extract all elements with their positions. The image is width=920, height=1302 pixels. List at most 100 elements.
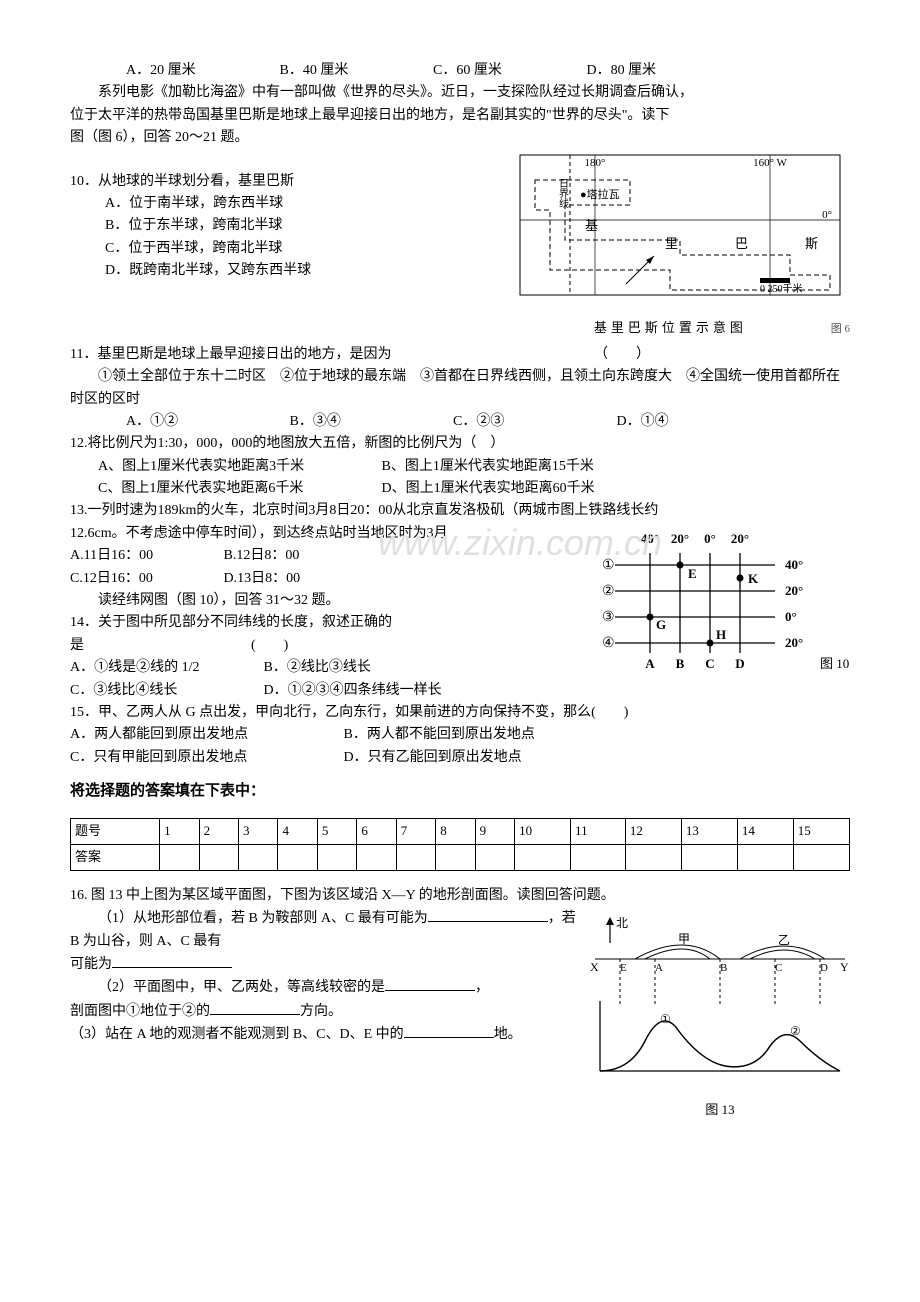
q13-c: C.12日16：00: [70, 568, 220, 590]
fig6-label: 图 6: [831, 321, 850, 339]
q15-row2: C．只有甲能回到原出发地点 D．只有乙能回到原出发地点: [70, 747, 850, 769]
svg-text:③: ③: [602, 610, 615, 625]
q12-d: D、图上1厘米代表实地距离60千米: [382, 481, 595, 496]
hdr-cell: 5: [317, 819, 356, 845]
svg-text:0 250千米: 0 250千米: [760, 282, 803, 295]
hdr-cell: 12: [625, 819, 681, 845]
q11-paren: （ ）: [594, 344, 850, 366]
svg-text:①: ①: [602, 558, 615, 573]
q14-row2: C．③线比④线长 D．①②③④四条纬线一样长: [70, 680, 850, 702]
svg-text:日界线: 日界线: [557, 178, 569, 208]
q13-l1: 13.一列时速为189km的火车，北京时间3月8日20：00从北京直发洛极矶（两…: [70, 500, 850, 522]
svg-text:C: C: [775, 962, 782, 974]
passage1-l1: 系列电影《加勒比海盗》中有一部叫做《世界的尽头》。近日，一支探险队经过长期调查后…: [70, 82, 850, 104]
hdr-cell: 11: [571, 819, 626, 845]
fig10-svg: 40° 20° 0° 20° 40° 20° 0° 20° ① ② ③ ④ A …: [580, 523, 850, 673]
svg-text:40°: 40°: [641, 531, 659, 546]
q11-b: B．③④: [290, 411, 450, 433]
q14-b: B．②线比③线长: [264, 660, 371, 675]
kiribati-map-svg: 180° 160° W 日界线 0° ●塔拉瓦 基 里 巴 斯 0 250千米: [510, 150, 850, 310]
figure-kiribati-map: 180° 160° W 日界线 0° ●塔拉瓦 基 里 巴 斯 0 250千米 …: [510, 150, 850, 339]
svg-text:巴: 巴: [735, 236, 748, 251]
q11-options: A．①② B．③④ C．②③ D．①④: [70, 411, 850, 433]
svg-text:D: D: [820, 962, 828, 974]
hdr-cell: 4: [278, 819, 317, 845]
q12-b: B、图上1厘米代表实地距离15千米: [382, 459, 594, 474]
hdr-cell: 2: [199, 819, 238, 845]
hdr-cell: 题号: [71, 819, 160, 845]
svg-text:④: ④: [602, 636, 615, 651]
q12-a: A、图上1厘米代表实地距离3千米: [98, 456, 378, 478]
svg-text:乙: 乙: [778, 933, 790, 947]
svg-text:A: A: [645, 656, 655, 671]
answer-table: 题号 1 2 3 4 5 6 7 8 9 10 11 12 13 14 15 答…: [70, 818, 850, 871]
q15-stem: 15．甲、乙两人从 G 点出发，甲向北行，乙向东行，如果前进的方向保持不变，那么…: [70, 702, 850, 724]
q15-c: C．只有甲能回到原出发地点: [70, 747, 340, 769]
svg-text:B: B: [676, 656, 685, 671]
q11-cond: ①领土全部位于东十二时区 ②位于地球的最东端 ③首都在日界线西侧，且领土向东跨度…: [70, 366, 850, 411]
q12-stem: 12.将比例尺为1:30，000，000的地图放大五倍，新图的比例尺为（ ）: [70, 433, 850, 455]
q16-3b: 地。: [494, 1027, 522, 1042]
hdr-cell: 6: [357, 819, 396, 845]
q15-b: B．两人都不能回到原出发地点: [344, 727, 535, 742]
table-row: 题号 1 2 3 4 5 6 7 8 9 10 11 12 13 14 15: [71, 819, 850, 845]
svg-text:0°: 0°: [822, 209, 832, 221]
q16-stem: 16. 图 13 中上图为某区域平面图，下图为该区域沿 X—Y 的地形剖面图。读…: [70, 885, 850, 907]
q14-paren: ( ): [251, 638, 288, 653]
svg-text:②: ②: [790, 1024, 801, 1038]
passage1-l3: 图（图 6），回答 20～21 题。: [70, 127, 850, 149]
svg-text:里: 里: [665, 236, 678, 251]
fig13-svg: 北 X Y E A B C D 甲 乙 ① ②: [590, 911, 850, 1091]
hdr-cell: 1: [160, 819, 199, 845]
svg-text:①: ①: [660, 1012, 671, 1026]
svg-text:20°: 20°: [785, 635, 803, 650]
svg-text:斯: 斯: [805, 236, 818, 251]
svg-text:B: B: [720, 962, 727, 974]
q9-options: A．20 厘米 B．40 厘米 C．60 厘米 D．80 厘米: [70, 60, 850, 82]
q12-row1: A、图上1厘米代表实地距离3千米 B、图上1厘米代表实地距离15千米: [70, 456, 850, 478]
q15-row1: A．两人都能回到原出发地点 B．两人都不能回到原出发地点: [70, 724, 850, 746]
svg-text:D: D: [735, 656, 744, 671]
svg-text:20°: 20°: [785, 583, 803, 598]
svg-text:20°: 20°: [731, 531, 749, 546]
hdr-cell: 13: [681, 819, 737, 845]
q14-d: D．①②③④四条纬线一样长: [264, 683, 442, 698]
q11-stem-text: 11．基里巴斯是地球上最早迎接日出的地方，是因为: [70, 347, 391, 362]
q14-stem2-text: 是: [70, 638, 84, 653]
q12-c: C、图上1厘米代表实地距离6千米: [98, 478, 378, 500]
svg-text:甲: 甲: [678, 932, 690, 946]
svg-text:E: E: [688, 566, 697, 581]
figure-10: www.zixin.com.cn 40° 20° 0° 20° 40° 20° …: [580, 523, 850, 681]
q11-c: C．②③: [453, 411, 613, 433]
q11-a: A．①②: [126, 411, 286, 433]
q9-opt-b: B．40 厘米: [280, 60, 430, 82]
q15-d: D．只有乙能回到原出发地点: [344, 750, 522, 765]
svg-text:20°: 20°: [671, 531, 689, 546]
hdr-cell: 3: [239, 819, 278, 845]
q9-opt-d: D．80 厘米: [587, 60, 657, 82]
hdr-cell: 8: [436, 819, 475, 845]
svg-text:G: G: [656, 617, 666, 632]
hdr-cell: 7: [396, 819, 435, 845]
q9-opt-c: C．60 厘米: [433, 60, 583, 82]
hdr-cell: 15: [793, 819, 849, 845]
hdr-cell: 10: [515, 819, 571, 845]
passage1-l2: 位于太平洋的热带岛国基里巴斯是地球上最早迎接日出的地方，是名副其实的"世界的尽头…: [70, 105, 850, 127]
svg-text:0°: 0°: [704, 531, 716, 546]
svg-text:北: 北: [616, 916, 628, 930]
q13-a: A.11日16：00: [70, 545, 220, 567]
svg-text:●塔拉瓦: ●塔拉瓦: [580, 187, 620, 201]
svg-text:0°: 0°: [785, 609, 797, 624]
svg-text:图 10: 图 10: [820, 656, 849, 671]
q16-2c-text: 剖面图中①地位于②的: [70, 1004, 210, 1019]
svg-text:K: K: [748, 571, 759, 586]
q15-a: A．两人都能回到原出发地点: [70, 724, 340, 746]
ans-label: 答案: [71, 844, 160, 870]
q11-stem: 11．基里巴斯是地球上最早迎接日出的地方，是因为 （ ）: [70, 344, 850, 366]
q16-3a: （3）站在 A 地的观测者不能观测到 B、C、D、E 中的: [70, 1027, 404, 1042]
svg-text:H: H: [716, 627, 726, 642]
svg-text:②: ②: [602, 584, 615, 599]
svg-text:基: 基: [585, 218, 598, 233]
q13-d: D.13日8：00: [224, 571, 301, 586]
q16-2a: （2）平面图中，甲、乙两处，等高线较密的是: [98, 980, 385, 995]
